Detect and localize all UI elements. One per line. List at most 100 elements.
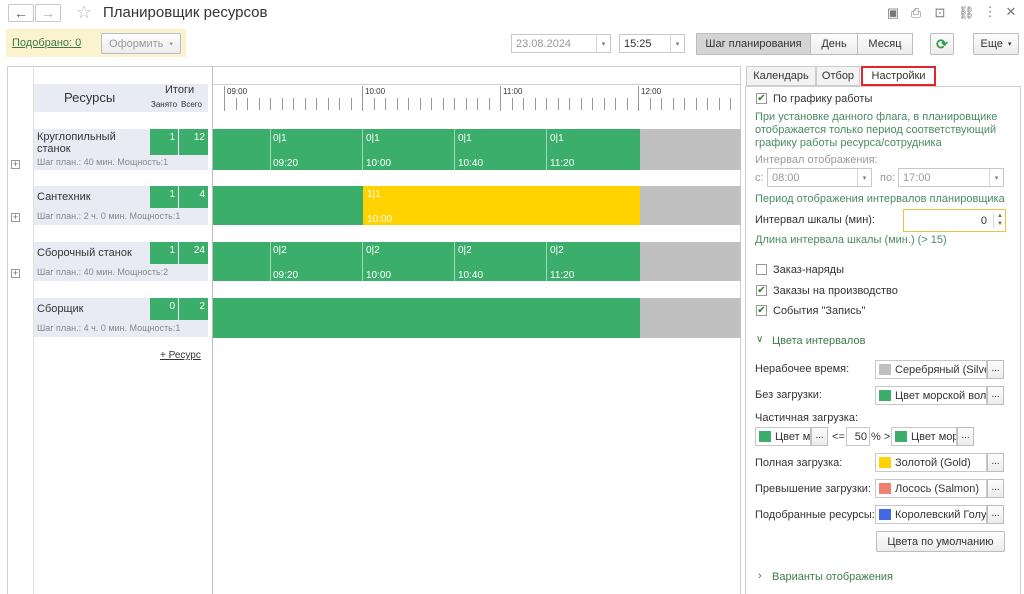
partial-right-select-button[interactable]: ... — [957, 427, 974, 446]
total-header: Всего — [181, 100, 202, 109]
partial-right-color-field[interactable]: Цвет мор — [891, 427, 957, 446]
forward-button[interactable]: → — [35, 4, 61, 22]
date-input[interactable]: 23.08.2024 ▾ — [511, 34, 611, 53]
selected-resources-select-button[interactable]: ... — [987, 505, 1004, 524]
stepper-icon[interactable]: ▲ ▼ — [993, 212, 1003, 228]
settings-panel — [745, 86, 1021, 594]
form-button[interactable]: Оформить ▾ — [101, 33, 181, 54]
full-load-color-field[interactable]: Золотой (Gold) — [875, 453, 987, 472]
scale-interval-input[interactable]: 0 ▲ ▼ — [903, 209, 1006, 232]
resource-name-cell[interactable] — [34, 186, 150, 208]
total-count: 2 — [179, 298, 208, 320]
to-time-input[interactable]: 17:00 ▾ — [898, 168, 1004, 187]
by-schedule-checkbox[interactable]: ✔ — [756, 93, 767, 104]
chevron-down-icon[interactable]: ▾ — [857, 169, 871, 186]
more-vertical-icon[interactable]: ⋮ — [983, 4, 997, 19]
save-icon[interactable]: ▣ — [886, 5, 900, 20]
interval-colors-group[interactable]: Цвета интервалов — [772, 335, 866, 347]
close-icon[interactable]: ✕ — [1005, 4, 1017, 19]
resource-name-cell[interactable] — [34, 242, 150, 264]
color-swatch — [879, 483, 891, 494]
add-resource-link[interactable]: + Ресурс — [160, 350, 201, 361]
record-events-checkbox[interactable]: ✔ — [756, 305, 767, 316]
tab-settings[interactable]: Настройки — [861, 66, 936, 86]
time-input[interactable]: 15:25 ▾ — [619, 34, 685, 53]
partial-left-select-button[interactable]: ... — [811, 427, 828, 446]
tab-filter[interactable]: Отбор — [816, 66, 860, 86]
color-swatch — [879, 457, 891, 468]
work-orders-label[interactable]: Заказ-наряды — [773, 264, 844, 276]
partial-left-color-field[interactable]: Цвет м — [755, 427, 811, 446]
minor-tick — [718, 98, 720, 110]
preview-icon[interactable]: ⊡ — [934, 5, 946, 20]
interval-divider — [454, 242, 455, 281]
minor-tick — [373, 98, 375, 110]
time-label: 12:00 — [641, 87, 662, 96]
minor-tick — [270, 98, 271, 110]
chevron-down-icon[interactable]: ▾ — [670, 35, 684, 52]
link-icon[interactable]: ⛓ — [958, 5, 975, 20]
noload-select-button[interactable]: ... — [987, 386, 1004, 405]
nonworking-bar — [640, 186, 741, 225]
from-time-input[interactable]: 08:00 ▾ — [767, 168, 872, 187]
chevron-down-icon[interactable]: ∨ — [756, 334, 764, 345]
minor-tick — [707, 98, 708, 110]
nonworking-select-button[interactable]: ... — [987, 360, 1004, 379]
minor-tick — [626, 98, 628, 110]
by-schedule-label[interactable]: По графику работы — [773, 93, 873, 105]
interval-load: 0|1 — [366, 133, 380, 144]
nonworking-color-field[interactable]: Серебряный (Silve — [875, 360, 987, 379]
selected-resources-color-field[interactable]: Королевский Голу — [875, 505, 987, 524]
day-button[interactable]: День — [810, 33, 858, 55]
interval-load: 1|1 — [367, 189, 381, 200]
overload-color-field[interactable]: Лосось (Salmon) — [875, 479, 987, 498]
noload-color-field[interactable]: Цвет морской вол — [875, 386, 987, 405]
interval-bar[interactable] — [213, 242, 640, 281]
partial-le-label: <= — [832, 431, 845, 443]
interval-bar[interactable] — [213, 186, 363, 225]
resource-name-cell[interactable] — [34, 298, 150, 320]
display-period-hint: Период отображения интервалов планировщи… — [755, 193, 1005, 205]
favorite-star-icon[interactable]: ☆ — [76, 2, 93, 22]
busy-header: Занято — [151, 100, 178, 109]
expand-icon[interactable]: + — [11, 159, 20, 169]
overload-select-button[interactable]: ... — [987, 479, 1004, 498]
back-button[interactable]: ← — [8, 4, 34, 22]
expand-icon[interactable]: + — [11, 212, 20, 222]
print-icon[interactable]: ⎙ — [910, 5, 922, 20]
month-button[interactable]: Месяц — [857, 33, 913, 55]
display-variants-group[interactable]: Варианты отображения — [772, 571, 894, 583]
chevron-down-icon: ▾ — [169, 40, 173, 48]
interval-divider — [546, 242, 547, 281]
tab-calendar[interactable]: Календарь — [746, 66, 816, 86]
record-events-label[interactable]: События "Запись" — [773, 305, 866, 317]
more-button[interactable]: Еще ▾ — [973, 33, 1019, 55]
step-button[interactable]: Шаг планирования — [696, 33, 811, 55]
minor-tick — [385, 98, 386, 110]
work-orders-checkbox[interactable] — [756, 264, 767, 275]
minor-tick — [293, 98, 294, 110]
production-orders-label[interactable]: Заказы на производство — [773, 285, 898, 297]
time-label: 10:00 — [365, 87, 386, 96]
grid-divider — [33, 66, 34, 594]
resource-name-cell[interactable] — [34, 129, 150, 155]
interval-divider — [362, 129, 363, 170]
production-orders-checkbox[interactable]: ✔ — [756, 285, 767, 296]
full-load-bar[interactable] — [363, 186, 640, 225]
minor-tick — [592, 98, 593, 110]
refresh-button[interactable]: ⟳ — [930, 33, 954, 55]
interval-bar[interactable] — [213, 298, 640, 338]
chevron-down-icon[interactable]: ▾ — [596, 35, 610, 52]
totals-header-cell — [150, 84, 208, 112]
selected-count-link[interactable]: Подобрано: 0 — [12, 37, 82, 49]
chevron-down-icon[interactable]: ▾ — [989, 169, 1003, 186]
partial-percent-input[interactable]: 50 — [846, 427, 870, 446]
hour-tick — [500, 86, 501, 111]
expand-icon[interactable]: + — [11, 268, 20, 278]
chevron-right-icon[interactable]: › — [758, 570, 762, 582]
full-load-select-button[interactable]: ... — [987, 453, 1004, 472]
default-colors-button[interactable]: Цвета по умолчанию — [876, 531, 1005, 552]
interval-bar[interactable] — [213, 129, 640, 170]
selected-resources-color-value: Королевский Голу — [895, 508, 987, 521]
refresh-icon: ⟳ — [936, 35, 948, 52]
